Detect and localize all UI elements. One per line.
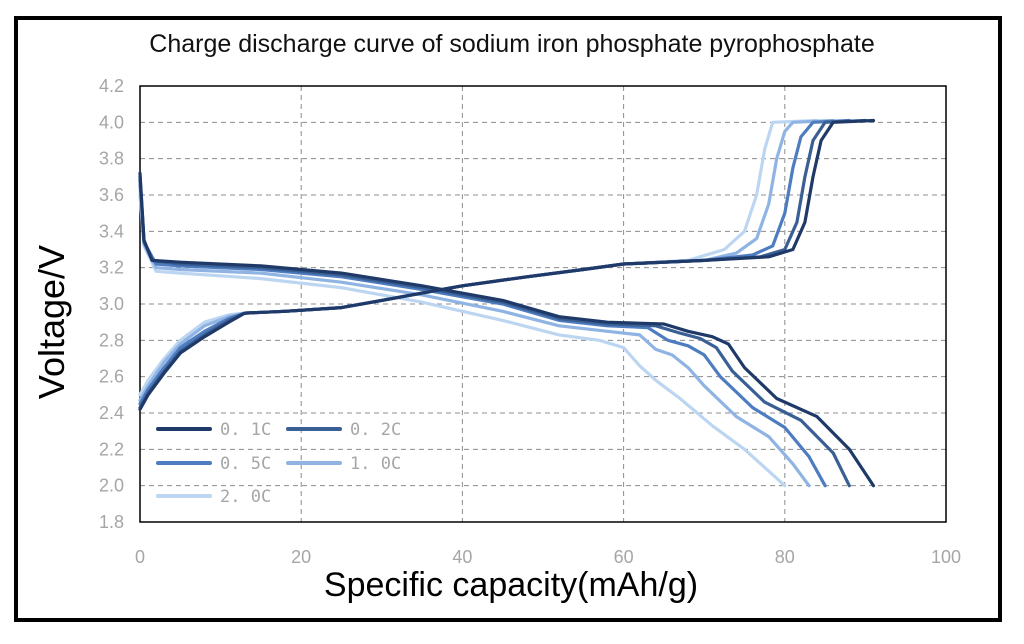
legend-label-0: 0. 1C (220, 420, 271, 440)
x-tick-label-1: 20 (291, 547, 311, 567)
x-tick-label-3: 60 (614, 547, 634, 567)
y-tick-label-12: 4.2 (99, 76, 124, 96)
legend: 0. 1C 0. 2C 0. 5C 1. 0C 2. 0C (156, 420, 401, 507)
y-tick-label-7: 3.2 (99, 258, 124, 278)
y-tick-label-3: 2.4 (99, 403, 124, 423)
y-tick-label-10: 3.8 (99, 149, 124, 169)
x-axis-label-text: Specific capacity(mAh/g) (323, 566, 699, 604)
legend-label-4: 2. 0C (220, 487, 271, 507)
tick-labels: 0 20 40 60 80 100 1.8 2.0 2.2 2.4 2.6 2.8 3.0 3.2 3.4 3… (99, 76, 961, 567)
series-2-discharge-line (138, 178, 827, 488)
y-tick-label-1: 2.0 (99, 476, 124, 496)
chart-title: Charge discharge curve of sodium iron ph… (149, 30, 875, 58)
y-tick-label-4: 2.6 (99, 367, 124, 387)
y-tick-label-6: 3.0 (99, 294, 124, 314)
x-tick-label-4: 80 (775, 547, 795, 567)
series-1-discharge-line (138, 175, 851, 488)
series-3-discharge-line (138, 184, 811, 488)
series-2-charge-line (138, 118, 851, 406)
x-tick-label-0: 0 (135, 547, 145, 567)
figure-frame (14, 16, 1002, 622)
legend-label-3: 1. 0C (350, 454, 401, 474)
series-layer (138, 118, 876, 488)
plot-area-border (139, 85, 947, 523)
legend-label-2: 0. 5C (220, 454, 271, 474)
x-axis-label: Specific capacity(mAh/g) (0, 566, 1024, 605)
y-tick-label-9: 3.6 (99, 185, 124, 205)
y-tick-label-11: 4.0 (99, 112, 124, 132)
y-tick-label-0: 1.8 (99, 512, 124, 532)
x-tick-label-2: 40 (452, 547, 472, 567)
series-0-charge-line (138, 118, 876, 411)
legend-label-1: 0. 2C (350, 420, 401, 440)
x-tick-label-5: 100 (931, 547, 961, 567)
series-0-discharge-line (138, 171, 876, 488)
y-tick-label-5: 2.8 (99, 330, 124, 350)
y-tick-label-2: 2.2 (99, 439, 124, 459)
series-4-discharge-line (138, 193, 787, 488)
y-tick-label-8: 3.4 (99, 221, 124, 241)
